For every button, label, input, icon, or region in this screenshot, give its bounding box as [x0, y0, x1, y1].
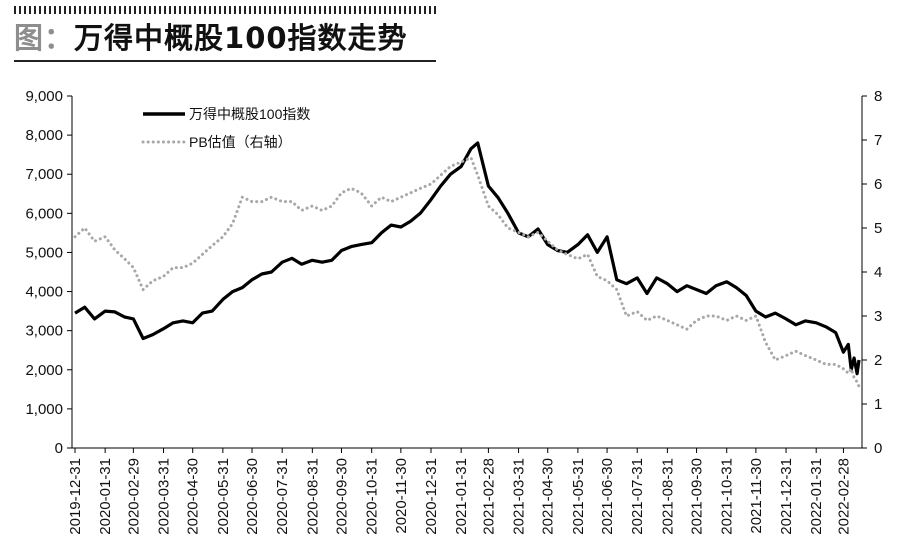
- title-prefix: 图：: [14, 21, 75, 55]
- right-axis-tick-label: 1: [874, 396, 882, 413]
- left-axis-tick-label: 6,000: [25, 205, 63, 222]
- left-axis-tick-label: 4,000: [25, 284, 63, 301]
- x-axis-tick-label: 2021-08-31: [659, 458, 676, 535]
- x-axis-tick-label: 2021-03-31: [511, 458, 528, 535]
- pb-valuation-line: [73, 156, 861, 388]
- right-axis-tick-label: 5: [874, 220, 882, 237]
- x-axis-tick-label: 2020-04-30: [185, 458, 202, 535]
- x-axis-tick-label: 2022-01-31: [808, 458, 825, 535]
- right-axis-tick-label: 8: [874, 88, 882, 105]
- x-axis-tick-label: 2020-11-30: [393, 458, 410, 534]
- header-tick-strip: [14, 6, 436, 14]
- left-axis-tick-label: 8,000: [25, 127, 63, 144]
- x-axis-tick-label: 2020-09-30: [334, 458, 351, 535]
- x-axis-tick-label: 2021-09-30: [689, 458, 706, 535]
- x-axis-tick-label: 2021-04-30: [540, 458, 557, 535]
- x-axis-tick-label: 2020-01-31: [97, 458, 114, 535]
- x-axis-tick-label: 2021-11-30: [748, 458, 765, 534]
- left-axis-tick-label: 7,000: [25, 166, 63, 183]
- legend-label-pb: PB估值（右轴）: [189, 134, 292, 150]
- left-axis-tick-label: 1,000: [25, 401, 63, 418]
- x-axis-tick-label: 2021-07-31: [629, 458, 646, 535]
- left-axis-tick-label: 9,000: [25, 88, 63, 105]
- left-axis-tick-label: 2,000: [25, 362, 63, 379]
- x-axis-tick-label: 2020-03-31: [156, 458, 173, 535]
- x-axis-tick-label: 2020-12-31: [423, 458, 440, 535]
- x-axis-tick-label: 2020-02-29: [125, 458, 142, 535]
- x-axis-tick-label: 2021-01-31: [453, 458, 470, 535]
- title-text: 万得中概股100指数走势: [74, 21, 408, 55]
- x-axis-tick-label: 2021-02-28: [480, 458, 497, 535]
- right-axis-tick-label: 7: [874, 132, 882, 149]
- chart-title: 图：万得中概股100指数走势: [14, 20, 408, 56]
- right-axis-tick-label: 2: [874, 352, 882, 369]
- right-axis-tick-label: 3: [874, 308, 882, 325]
- right-axis-tick-label: 6: [874, 176, 882, 193]
- x-axis-tick-label: 2022-02-28: [835, 458, 852, 535]
- legend-label-index: 万得中概股100指数: [189, 106, 310, 122]
- index-line: [74, 141, 861, 376]
- right-axis-tick-label: 4: [874, 264, 882, 281]
- x-axis-tick-label: 2019-12-31: [67, 458, 84, 535]
- x-axis-tick-label: 2020-05-31: [215, 458, 232, 535]
- x-axis-tick-label: 2021-05-31: [570, 458, 587, 535]
- chart-header: 图：万得中概股100指数走势: [14, 6, 436, 62]
- x-axis-tick-label: 2020-08-31: [304, 458, 321, 535]
- left-axis-tick-label: 0: [55, 440, 63, 457]
- left-axis-tick-label: 5,000: [25, 244, 63, 261]
- header-underline: [14, 60, 436, 62]
- x-axis-tick-label: 2021-12-31: [778, 458, 795, 535]
- x-axis-tick-label: 2020-10-31: [364, 458, 381, 535]
- left-axis-tick-label: 3,000: [25, 323, 63, 340]
- x-axis-tick-label: 2020-06-30: [244, 458, 261, 535]
- x-axis-tick-label: 2020-07-31: [274, 458, 291, 535]
- right-axis-tick-label: 0: [874, 440, 882, 457]
- x-axis-tick-label: 2021-10-31: [719, 458, 736, 535]
- x-axis-tick-label: 2021-06-30: [599, 458, 616, 535]
